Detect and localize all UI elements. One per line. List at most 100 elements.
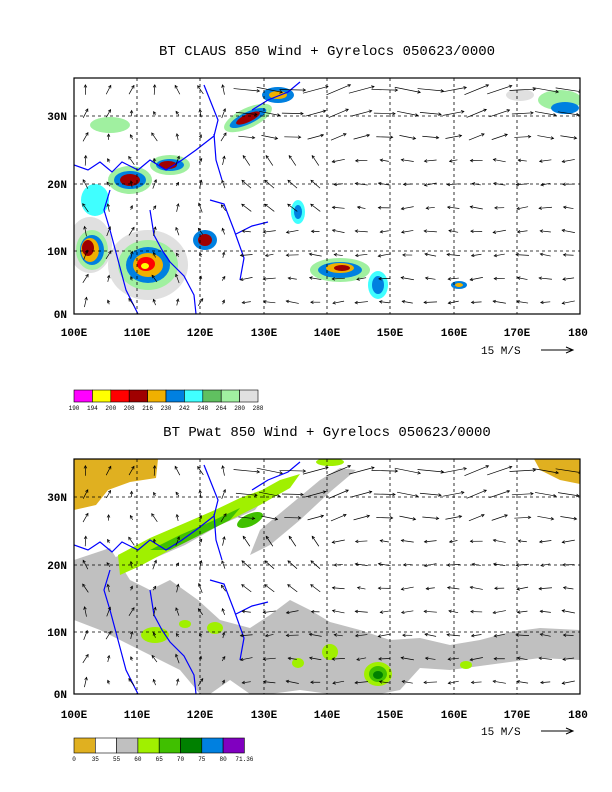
wind-vector-head xyxy=(200,678,204,682)
wind-vector-head xyxy=(402,253,406,257)
wind-vector xyxy=(539,587,552,590)
wind-vector-head xyxy=(354,181,359,186)
wind-vector xyxy=(445,515,462,520)
wind-vector xyxy=(242,536,251,547)
wind-vector-head xyxy=(515,563,520,567)
wind-vector xyxy=(175,227,180,236)
wind-vector xyxy=(493,159,506,163)
wind-vector-head xyxy=(378,300,383,304)
wind-vector-head xyxy=(198,514,203,519)
wind-vector-head xyxy=(153,226,157,230)
wind-vector-head xyxy=(264,179,268,184)
chart-panel-pwat: BT Pwat 850 Wind + Gyrelocs 050623/0000 xyxy=(47,425,588,763)
wind-vector xyxy=(493,182,506,186)
wind-vector-head xyxy=(130,250,134,255)
wind-vector-head xyxy=(400,206,405,211)
wind-vector xyxy=(448,610,459,614)
wind-vector xyxy=(265,634,274,637)
wind-vector xyxy=(539,159,552,162)
wind-vector-head xyxy=(561,609,566,613)
wind-vector xyxy=(261,515,278,520)
wind-vector-head xyxy=(331,277,335,281)
wind-vector xyxy=(222,299,225,305)
wind-vector-head xyxy=(239,657,244,662)
wind-vector-head xyxy=(84,249,89,254)
wind-vector-head xyxy=(130,275,134,280)
wind-vector-head xyxy=(438,493,442,497)
wind-vector-head xyxy=(417,471,421,475)
wind-vector xyxy=(426,587,435,590)
wind-vector-head xyxy=(532,87,537,91)
wind-vector xyxy=(563,206,574,209)
wind-vector-head xyxy=(425,586,430,591)
wind-vector-head xyxy=(302,88,307,92)
wind-vector xyxy=(241,180,252,189)
wind-vector xyxy=(356,657,367,661)
wind-vector xyxy=(471,301,482,303)
wind-vector xyxy=(518,159,527,162)
wind-vector-head xyxy=(379,539,384,543)
wind-vector-head xyxy=(494,206,498,210)
wind-vector xyxy=(332,680,345,684)
wind-vector xyxy=(555,87,580,92)
wind-vector-head xyxy=(222,536,226,540)
wind-vector-head xyxy=(129,585,134,590)
wind-vector xyxy=(222,536,225,546)
wind-vector-head xyxy=(254,493,258,497)
wind-vector-head xyxy=(550,136,555,140)
x-tick-label: 120E xyxy=(187,710,214,722)
wind-vector xyxy=(128,156,135,165)
wind-vector xyxy=(355,253,368,257)
wind-vector xyxy=(130,586,133,591)
wind-vector-head xyxy=(308,632,313,637)
wind-vector xyxy=(222,156,225,166)
wind-vector-head xyxy=(129,180,134,184)
wind-vector-head xyxy=(221,607,225,612)
wind-vector xyxy=(240,634,253,637)
wind-vector xyxy=(175,654,180,664)
x-tick-label: 180 xyxy=(568,710,588,722)
wind-vector-head xyxy=(83,225,87,230)
wind-vector xyxy=(355,301,368,304)
wind-vector-head xyxy=(354,229,359,233)
wind-vector-head xyxy=(423,563,428,568)
wind-vector xyxy=(562,539,575,543)
wind-vector xyxy=(423,681,438,683)
colorbar-swatch xyxy=(73,737,96,754)
wind-vector xyxy=(491,514,508,521)
wind-vector-head xyxy=(517,539,522,543)
wind-vector xyxy=(380,159,389,162)
wind-vector-head xyxy=(84,629,89,634)
wind-vector-head xyxy=(265,154,269,159)
wind-vector xyxy=(175,491,180,497)
wind-vector xyxy=(424,610,437,613)
wind-vector xyxy=(82,513,89,523)
wind-vector xyxy=(422,516,439,519)
wind-vector xyxy=(233,469,260,473)
wind-vector xyxy=(355,540,368,542)
wind-vector xyxy=(242,155,251,166)
wind-vector-head xyxy=(483,489,487,493)
wind-vector-head xyxy=(470,253,475,258)
wind-vector-head xyxy=(276,113,281,117)
wind-vector xyxy=(494,633,505,637)
wind-vector-head xyxy=(417,90,421,94)
wind-vector xyxy=(233,88,260,92)
wind-vector xyxy=(540,253,551,257)
wind-vector xyxy=(326,465,351,477)
wind-vector xyxy=(402,680,413,684)
wind-vector xyxy=(279,89,306,91)
wind-vector-head xyxy=(423,229,428,233)
wind-vector-head xyxy=(264,560,268,564)
wind-vector-head xyxy=(106,299,111,304)
wind-vector xyxy=(516,681,529,684)
wind-vector-head xyxy=(220,584,225,589)
wind-vector-head xyxy=(256,89,261,93)
wind-vector xyxy=(198,608,203,615)
wind-vector xyxy=(198,583,203,594)
wind-vector-head xyxy=(333,182,338,187)
wind-vector-head xyxy=(394,88,399,92)
wind-vector xyxy=(82,274,89,284)
wind-vector-head xyxy=(107,158,111,162)
wind-vector-head xyxy=(82,559,86,564)
